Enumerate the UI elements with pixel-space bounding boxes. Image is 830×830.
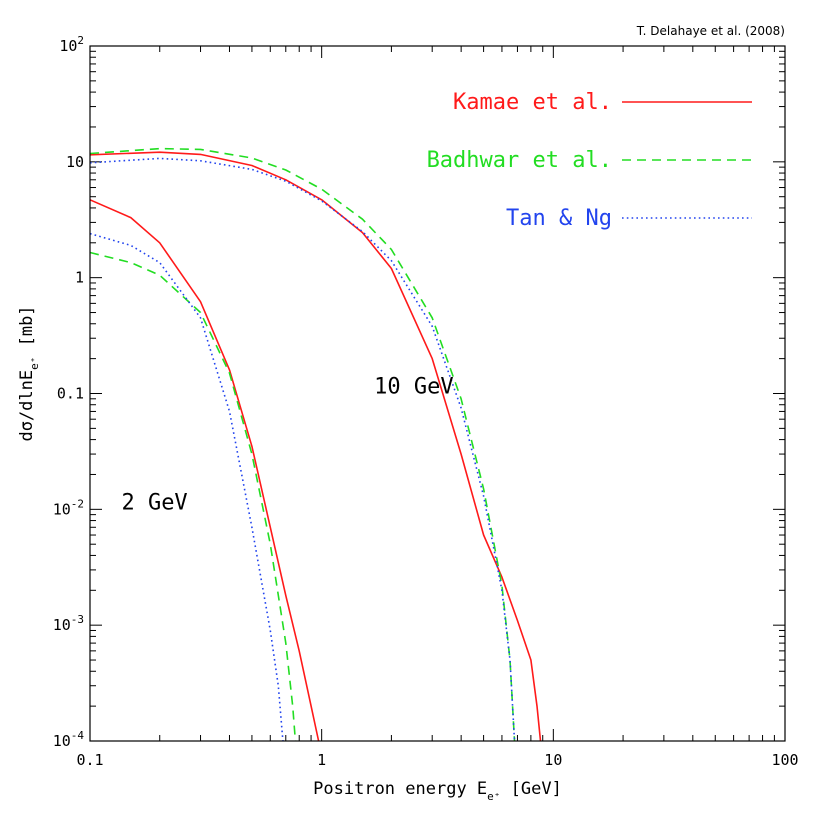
tick-labels: 0.1 1 10 100 10-4 10-3 10-2 0.1 1 10 102 bbox=[53, 34, 799, 769]
series-layer bbox=[89, 147, 542, 742]
y-tick-label: 102 bbox=[59, 34, 84, 55]
x-tick-label: 100 bbox=[771, 751, 798, 769]
series-line bbox=[89, 199, 320, 742]
y-tick-label: 10-4 bbox=[53, 729, 85, 750]
legend-label: Badhwar et al. bbox=[427, 148, 612, 173]
annotations: 10 GeV 2 GeV bbox=[121, 375, 453, 516]
y-tick-label: 10-2 bbox=[53, 497, 84, 518]
x-tick-label: 10 bbox=[544, 751, 562, 769]
x-tick-label: 0.1 bbox=[76, 751, 103, 769]
y-tick-label: 10-3 bbox=[53, 613, 84, 634]
credit-text: T. Delahaye et al. (2008) bbox=[636, 24, 785, 38]
y-tick-label: 0.1 bbox=[57, 385, 84, 403]
x-tick-label: 1 bbox=[317, 751, 326, 769]
legend-label: Tan & Ng bbox=[506, 206, 612, 231]
series-line bbox=[89, 151, 542, 742]
series-line bbox=[89, 251, 297, 742]
series-line bbox=[89, 232, 284, 742]
legend: Kamae et al. Badhwar et al. Tan & Ng bbox=[427, 90, 752, 231]
x-axis-title: Positron energy Ee⁺ [GeV] bbox=[313, 779, 562, 803]
y-axis-title: dσ/dlnEe⁺ [mb] bbox=[17, 305, 41, 441]
curve-annotation: 10 GeV bbox=[374, 375, 453, 400]
y-tick-label: 1 bbox=[75, 269, 84, 287]
curve-annotation: 2 GeV bbox=[121, 490, 187, 515]
plot-frame bbox=[89, 45, 786, 742]
y-tick-label: 10 bbox=[66, 153, 84, 171]
legend-label: Kamae et al. bbox=[453, 90, 612, 115]
axis-ticks bbox=[89, 46, 785, 742]
